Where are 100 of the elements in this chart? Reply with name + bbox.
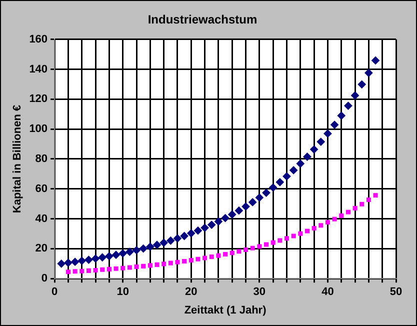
point — [202, 256, 208, 260]
point — [148, 263, 152, 268]
y-tick-label: 0 — [41, 272, 48, 285]
point — [78, 256, 86, 266]
point — [216, 253, 221, 258]
y-tick-label: 160 — [29, 33, 48, 46]
point — [84, 256, 93, 264]
point — [57, 259, 66, 268]
y-tick-label: 140 — [29, 63, 48, 76]
point — [242, 202, 250, 211]
point — [262, 188, 270, 197]
point — [332, 216, 337, 222]
point — [64, 258, 72, 267]
point — [250, 246, 255, 250]
point — [310, 145, 318, 154]
point — [276, 178, 284, 186]
y-axis-title: Kapital in Billionen € — [12, 104, 24, 214]
y-tick-label: 120 — [29, 93, 48, 106]
x-axis-title: Zeittakt (1 Jahr) — [184, 304, 267, 316]
x-tick-label: 0 — [51, 286, 58, 298]
point — [98, 253, 107, 262]
point — [207, 220, 216, 229]
point — [182, 258, 187, 264]
point — [366, 198, 371, 202]
point — [244, 247, 248, 252]
point — [228, 210, 236, 219]
point — [91, 254, 100, 263]
point — [160, 238, 168, 247]
point — [234, 206, 244, 215]
point — [200, 224, 209, 232]
point — [106, 266, 112, 272]
point — [268, 183, 278, 192]
point — [166, 236, 175, 245]
point — [352, 206, 358, 210]
point — [214, 217, 223, 226]
point — [278, 238, 282, 243]
point — [339, 213, 344, 218]
point — [344, 102, 352, 110]
x-tick-label: 40 — [322, 286, 334, 298]
point — [125, 248, 134, 256]
point — [152, 240, 162, 250]
point — [373, 193, 378, 198]
point — [360, 202, 364, 206]
point — [296, 159, 305, 168]
point — [120, 266, 126, 270]
point — [264, 242, 269, 247]
point — [255, 193, 264, 202]
point — [337, 111, 346, 120]
point — [188, 258, 194, 262]
point — [325, 220, 330, 224]
point — [100, 267, 105, 272]
point — [134, 264, 139, 270]
point — [371, 56, 380, 65]
point — [132, 246, 141, 254]
point — [248, 198, 257, 206]
point — [358, 80, 366, 89]
point — [194, 226, 202, 235]
point — [221, 214, 230, 222]
point — [146, 242, 154, 251]
point — [114, 266, 118, 271]
point — [141, 264, 146, 268]
point — [173, 234, 182, 243]
point — [154, 262, 160, 267]
point — [291, 234, 296, 238]
point — [316, 138, 326, 146]
point — [104, 252, 114, 260]
point — [270, 240, 276, 245]
x-tick-label: 30 — [253, 286, 266, 298]
point — [72, 269, 78, 274]
point — [346, 210, 350, 214]
point — [112, 250, 120, 260]
y-tick-label: 40 — [35, 212, 48, 225]
point — [284, 236, 289, 241]
point — [298, 231, 303, 236]
point — [364, 68, 373, 78]
point — [70, 258, 80, 266]
point — [289, 166, 298, 174]
point — [350, 91, 360, 100]
point — [139, 244, 148, 253]
point — [312, 226, 316, 230]
point — [196, 256, 200, 262]
point — [209, 254, 214, 260]
y-tick-label: 20 — [35, 242, 48, 255]
chart-title: Industriewachstum — [148, 12, 258, 27]
point — [330, 120, 339, 129]
point — [93, 268, 98, 272]
point — [324, 129, 332, 138]
point — [257, 244, 262, 249]
y-tick-label: 80 — [35, 153, 48, 166]
point — [303, 152, 312, 161]
point — [282, 172, 291, 181]
point — [223, 252, 228, 256]
point — [86, 268, 91, 273]
point — [318, 223, 324, 228]
y-tick-label: 60 — [35, 182, 48, 195]
point — [186, 229, 196, 238]
point — [80, 268, 84, 274]
point — [162, 262, 166, 266]
point — [168, 260, 173, 266]
point — [118, 249, 128, 258]
